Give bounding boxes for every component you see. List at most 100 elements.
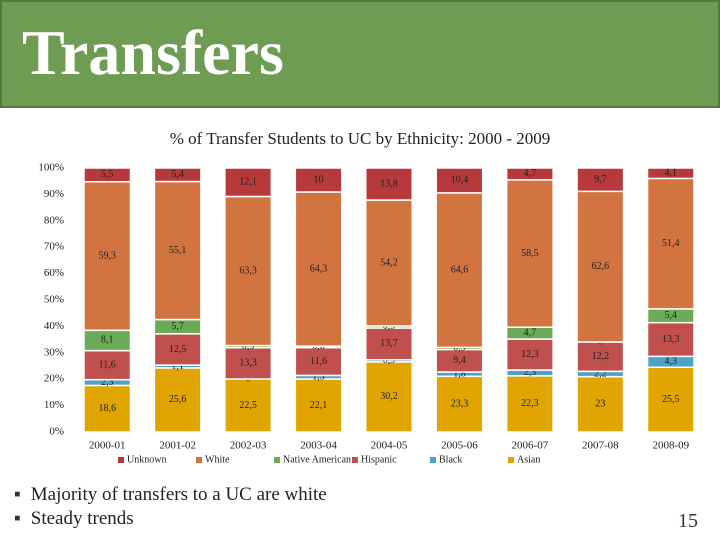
- bar-segment: [153, 333, 202, 366]
- data-label: 0,9: [383, 321, 396, 332]
- data-label: 22,1: [310, 400, 328, 411]
- data-label: 54,2: [380, 257, 398, 268]
- x-tick-label: 2002-03: [230, 440, 267, 452]
- data-label: 0,9: [453, 343, 466, 354]
- data-label: 12,3: [521, 349, 539, 360]
- legend-swatch: [274, 457, 280, 463]
- data-label: 5,4: [665, 310, 678, 321]
- data-label: 5,7: [171, 321, 184, 332]
- bar-segment: [505, 179, 554, 328]
- data-label: 59,3: [98, 250, 116, 261]
- bar-segment: [646, 177, 695, 310]
- bullet-list: Majority of transfers to a UC are white …: [14, 484, 327, 532]
- data-label: 12,2: [592, 351, 610, 362]
- chart-title: % of Transfer Students to UC by Ethnicit…: [170, 129, 551, 148]
- bar-segment: [505, 167, 554, 181]
- chart: % of Transfer Students to UC by Ethnicit…: [38, 129, 695, 465]
- data-label: 64,3: [310, 263, 328, 274]
- data-label: 2,3: [101, 377, 114, 388]
- data-label: 22,3: [521, 398, 539, 409]
- x-tick-label: 2001-02: [159, 440, 196, 452]
- y-tick-label: 30%: [44, 346, 64, 358]
- y-tick-label: 40%: [44, 320, 64, 332]
- data-label: 13,3: [662, 334, 680, 345]
- data-label: 64,6: [451, 264, 469, 275]
- bar-segment: [294, 167, 343, 193]
- bar-segment: [576, 167, 625, 193]
- data-label: 55,1: [169, 245, 187, 256]
- bar-segment: [294, 191, 343, 347]
- bar-segment: [294, 378, 343, 433]
- bar-segment: [646, 321, 695, 358]
- bar-segment: [435, 167, 484, 194]
- data-label: 13,8: [380, 178, 398, 189]
- y-tick-label: 10%: [44, 399, 64, 411]
- data-label: 13,7: [380, 338, 398, 349]
- data-label: 9,7: [594, 174, 607, 185]
- x-tick-label: 2004-05: [371, 440, 408, 452]
- data-label: 5,5: [101, 169, 114, 180]
- x-tick-label: 2008-09: [652, 440, 689, 452]
- bar-segment: [83, 167, 132, 183]
- bar-segment: [224, 195, 273, 347]
- legend-label: Unknown: [127, 454, 166, 465]
- legend-swatch: [196, 457, 202, 463]
- bar-segment: [153, 180, 202, 321]
- data-label: 4,7: [524, 168, 537, 179]
- y-tick-label: 0%: [49, 426, 64, 438]
- title-banner: Transfers: [0, 0, 720, 108]
- y-tick-label: 90%: [44, 188, 64, 200]
- data-label: 1,5: [312, 372, 325, 383]
- bar-segment: [365, 167, 413, 201]
- data-label: 2,3: [524, 367, 537, 378]
- data-label: 11,6: [99, 359, 116, 370]
- data-label: 62,6: [592, 261, 610, 272]
- bar-segment: [294, 346, 343, 377]
- data-label: 1,1: [171, 361, 184, 372]
- data-label: 2,2: [594, 368, 607, 379]
- bullet: Steady trends: [14, 508, 327, 530]
- bar-segment: [505, 338, 554, 371]
- page-number: 15: [678, 510, 698, 532]
- x-tick-label: 2000-01: [89, 440, 126, 452]
- legend-swatch: [508, 457, 514, 463]
- y-tick-label: 50%: [44, 294, 64, 306]
- x-tick-label: 2005-06: [441, 440, 478, 452]
- y-tick-label: 70%: [44, 241, 64, 253]
- data-label: 13,3: [239, 358, 257, 369]
- y-tick-label: 80%: [44, 214, 64, 226]
- legend-swatch: [430, 457, 436, 463]
- data-label: 4,7: [524, 327, 537, 338]
- slide-title: Transfers: [22, 17, 284, 88]
- data-label: 5,4: [171, 169, 184, 180]
- data-label: 23: [595, 399, 605, 410]
- bar-segment: [365, 361, 413, 433]
- data-label: 25,5: [662, 394, 680, 405]
- y-tick-label: 60%: [44, 267, 64, 279]
- data-label: 63,3: [239, 265, 257, 276]
- x-tick-label: 2007-08: [582, 440, 619, 452]
- data-label: 10,4: [451, 175, 469, 186]
- data-label: 8,1: [101, 335, 114, 346]
- legend-swatch: [118, 457, 124, 463]
- data-label: 11,6: [310, 356, 327, 367]
- bullet: Majority of transfers to a UC are white: [14, 484, 327, 506]
- bar-segment: [576, 190, 625, 343]
- data-label: 23,3: [451, 398, 469, 409]
- legend-label: Native American: [283, 454, 351, 465]
- bar-segment: [224, 167, 273, 198]
- data-label: 10: [314, 174, 324, 185]
- y-tick-label: 100%: [38, 162, 64, 174]
- legend-label: Black: [439, 454, 462, 465]
- bar-segment: [83, 384, 132, 433]
- data-label: 30,2: [380, 391, 398, 402]
- data-label: 58,5: [521, 248, 539, 259]
- bar-segment: [646, 167, 695, 180]
- x-tick-label: 2006-07: [512, 440, 549, 452]
- bar-segment: [646, 366, 695, 433]
- legend-label: Asian: [517, 454, 540, 465]
- y-tick-label: 20%: [44, 373, 64, 385]
- bar-segment: [153, 167, 202, 183]
- data-label: 4,3: [665, 356, 678, 367]
